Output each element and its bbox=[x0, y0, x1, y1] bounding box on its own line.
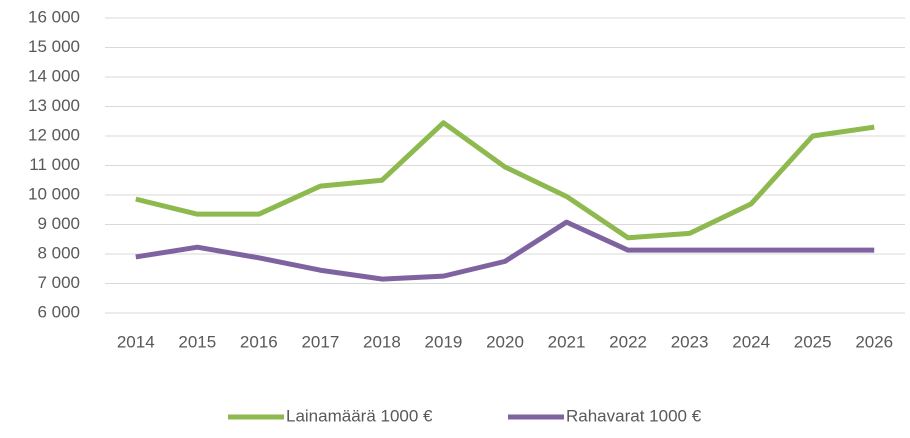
y-tick-label: 14 000 bbox=[28, 66, 80, 85]
y-tick-label: 6 000 bbox=[37, 302, 80, 321]
y-tick-label: 11 000 bbox=[29, 155, 80, 174]
series-line bbox=[135, 120, 875, 241]
x-tick-label: 2018 bbox=[363, 332, 401, 351]
y-tick-label: 16 000 bbox=[28, 7, 80, 26]
x-tick-label: 2016 bbox=[240, 332, 278, 351]
x-tick-label: 2022 bbox=[609, 332, 647, 351]
y-tick-label: 13 000 bbox=[28, 96, 80, 115]
y-tick-label: 10 000 bbox=[28, 184, 80, 203]
x-tick-label: 2021 bbox=[548, 332, 586, 351]
x-tick-label: 2014 bbox=[117, 332, 155, 351]
y-tick-label: 15 000 bbox=[28, 37, 80, 56]
legend-label: Lainamäärä 1000 € bbox=[286, 406, 433, 425]
x-tick-label: 2025 bbox=[794, 332, 832, 351]
x-tick-label: 2024 bbox=[732, 332, 770, 351]
y-tick-label: 8 000 bbox=[37, 243, 80, 262]
x-tick-label: 2019 bbox=[425, 332, 463, 351]
x-tick-label: 2023 bbox=[671, 332, 709, 351]
y-tick-label: 7 000 bbox=[37, 273, 80, 292]
x-tick-label: 2020 bbox=[486, 332, 524, 351]
x-tick-label: 2026 bbox=[855, 332, 893, 351]
x-tick-label: 2017 bbox=[301, 332, 339, 351]
y-tick-label: 12 000 bbox=[28, 125, 80, 144]
series-line bbox=[135, 219, 875, 282]
legend-label: Rahavarat 1000 € bbox=[566, 406, 702, 425]
x-tick-label: 2015 bbox=[178, 332, 216, 351]
y-tick-label: 9 000 bbox=[37, 214, 80, 233]
